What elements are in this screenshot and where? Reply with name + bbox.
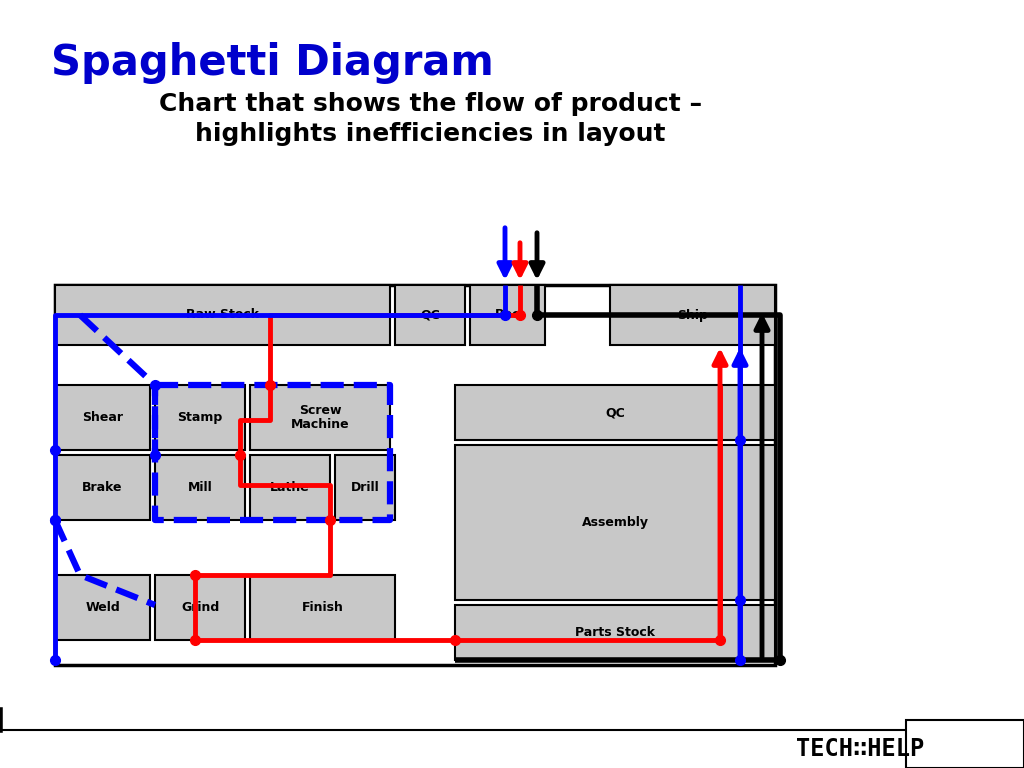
Text: Assembly: Assembly <box>582 516 648 529</box>
Bar <box>250 385 390 450</box>
Bar <box>250 455 330 520</box>
Text: Screw
Machine: Screw Machine <box>291 403 349 432</box>
Bar <box>155 455 245 520</box>
Text: QC: QC <box>605 406 625 419</box>
Bar <box>470 285 545 345</box>
Bar <box>55 575 150 640</box>
Bar <box>906 720 1024 768</box>
Bar <box>55 385 150 450</box>
Text: Chart that shows the flow of product –: Chart that shows the flow of product – <box>159 91 701 116</box>
Text: Weld: Weld <box>85 601 120 614</box>
Bar <box>250 575 395 640</box>
Text: Brake: Brake <box>82 481 123 494</box>
Text: Ship: Ship <box>677 309 708 322</box>
Text: highlights inefficiencies in layout: highlights inefficiencies in layout <box>195 122 666 147</box>
Text: Rec: Rec <box>495 309 520 322</box>
Bar <box>455 445 775 600</box>
Bar <box>395 285 465 345</box>
Bar <box>55 455 150 520</box>
Text: Shear: Shear <box>82 411 123 424</box>
Text: Spaghetti Diagram: Spaghetti Diagram <box>51 42 494 84</box>
Bar <box>155 575 245 640</box>
Bar <box>455 605 775 660</box>
Bar <box>455 385 775 440</box>
Bar <box>335 455 395 520</box>
Text: Raw Stock: Raw Stock <box>186 309 259 322</box>
Text: TECH∷HELP: TECH∷HELP <box>796 737 925 761</box>
Text: Grind: Grind <box>181 601 219 614</box>
Text: Finish: Finish <box>301 601 343 614</box>
Text: Parts Stock: Parts Stock <box>575 626 655 639</box>
Text: Drill: Drill <box>350 481 379 494</box>
Text: QC: QC <box>420 309 440 322</box>
Text: Mill: Mill <box>187 481 212 494</box>
Bar <box>610 285 775 345</box>
Bar <box>55 285 390 345</box>
Bar <box>155 385 245 450</box>
Text: Lathe: Lathe <box>270 481 310 494</box>
Text: Stamp: Stamp <box>177 411 222 424</box>
Bar <box>55 285 775 665</box>
